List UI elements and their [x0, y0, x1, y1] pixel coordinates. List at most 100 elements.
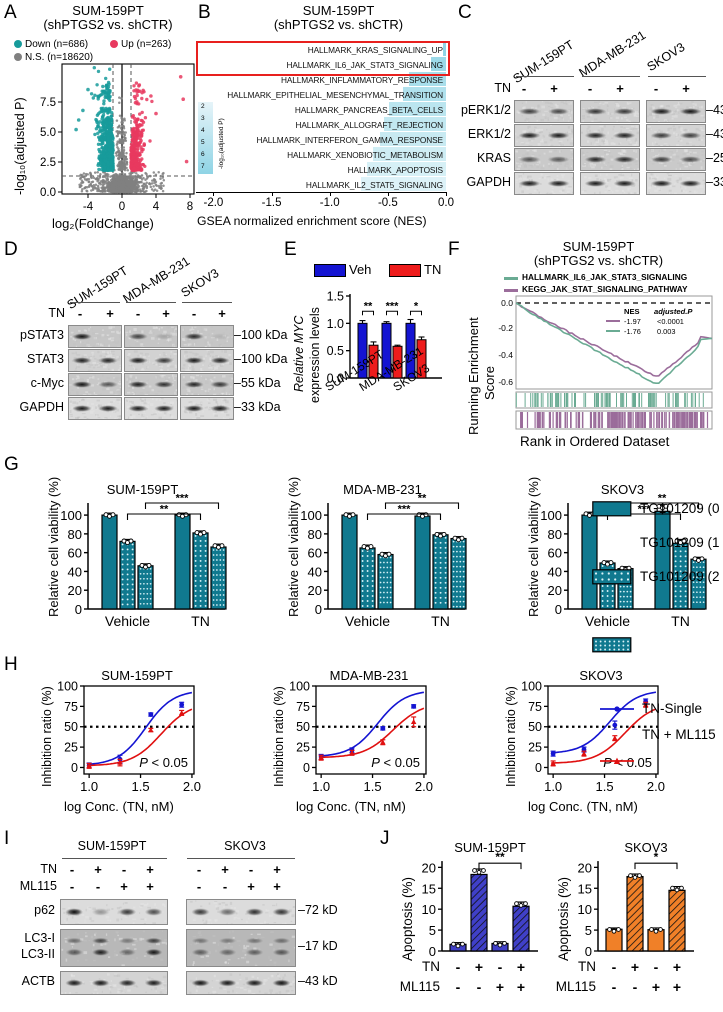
panel-d-cellline-label: SKOV3: [178, 266, 222, 300]
panel-c-tn-label: TN: [494, 81, 511, 95]
panel-d-cellline-label: SUM-159PT: [64, 263, 131, 312]
panel-f-title: SUM-159PT (shPTGS2 vs. shCTR): [486, 240, 711, 267]
panel-j-chart-title: SUM-159PT: [454, 840, 526, 855]
svg-text:0.0: 0.0: [40, 187, 56, 199]
blot-band-image: [580, 124, 640, 147]
blot-band-image: [180, 397, 234, 420]
gsea-xtick-label: -0.5: [377, 197, 398, 209]
panel-h-chart: MDA-MB-231 0 25 50 75 100 1.0 1.5 2.0 P < 0.05 Inh…: [272, 669, 446, 815]
svg-text:7.5: 7.5: [40, 97, 56, 109]
svg-text:0: 0: [119, 201, 125, 213]
svg-text:5.0: 5.0: [40, 127, 56, 139]
blot-protein-label: ERK1/2: [467, 126, 511, 141]
blot-band-image: [68, 397, 122, 420]
blot-protein-label: GAPDH: [19, 399, 64, 414]
legend-label-ns: N.S. (n=18620): [25, 52, 94, 63]
gsea-bar-label: HALLMARK_PANCREAS_BETA_CELLS: [294, 104, 443, 115]
panel-i-ml115-sign: +: [273, 879, 281, 894]
gsea-bar-label: HALLMARK_ALLOGRAFT_REJECTION: [295, 119, 443, 130]
blot-band-image: [124, 397, 178, 420]
gsea-xtick: [387, 192, 389, 196]
gsea-highlight-box: [196, 41, 450, 76]
panel-c: C SUM-159PT MDA-MB-231 SKOV3 TN - + - + - + pER…: [456, 0, 723, 238]
gsea-bar: [402, 87, 446, 102]
panel-h-xlabel: log Conc. (TN, nM): [296, 799, 406, 814]
blot-protein-label: KRAS: [476, 150, 511, 165]
panel-d-group-line-1: [70, 302, 120, 303]
panel-c-cellline-label: SKOV3: [644, 40, 688, 74]
panel-i-tn-sign: +: [146, 862, 154, 877]
panel-b-xaxis: [196, 192, 446, 194]
blot-band-image: [68, 349, 122, 372]
gsea-bar: [384, 117, 446, 132]
panel-j-ml115-sign: -: [455, 979, 461, 995]
panel-f-title-line2: (shPTGS2 vs. shCTR): [533, 252, 664, 268]
panel-j-ml115-label: ML115: [555, 979, 596, 994]
panel-j-label: J: [380, 828, 390, 849]
blot-mw-label: –100 kDa: [234, 327, 288, 342]
panel-j-tn-sign: +: [516, 959, 526, 975]
panel-d-lane-sign: -: [191, 306, 197, 321]
panel-g-chart-title: MDA-MB-231: [343, 482, 422, 497]
panel-j-chart: SKOV3 0 5 10 15 20 * Apoptosis (%) TN ML115- - + - - +…: [556, 841, 708, 1003]
gsea-xtick-label: -2.0: [203, 197, 224, 209]
blot-mw-label: –33 kDa: [234, 399, 281, 414]
blot-protein-label: ACTB: [21, 974, 55, 988]
panel-h-xlabel: log Conc. (TN, nM): [64, 799, 174, 814]
panel-i-ml115-sign: -: [196, 879, 202, 894]
gsea-bar: [442, 42, 446, 57]
legend-label-up: Up (n=263): [121, 39, 172, 50]
panel-b-label: B: [198, 2, 211, 23]
panel-d-tn-label: TN: [48, 306, 65, 320]
gsea-bar: [389, 102, 446, 117]
gsea-xtick: [213, 192, 215, 196]
legend-swatch-veh: [314, 264, 346, 277]
panel-j-tn-sign: +: [630, 959, 640, 975]
panel-i-tn-sign: +: [221, 862, 229, 877]
panel-c-cellline-label: MDA-MB-231: [576, 28, 649, 80]
blot-band-image: [514, 172, 574, 195]
panel-c-lane-sign: +: [682, 81, 690, 96]
panel-j-ml115-label: ML115: [399, 979, 440, 994]
panel-j-tn-label: TN: [578, 959, 596, 974]
panel-i-ml115-sign: -: [69, 879, 75, 894]
panel-c-lane-sign: +: [616, 81, 624, 96]
panel-h-ylabel: Inhibition ratio (%): [40, 686, 54, 787]
panel-d-cellline-label: MDA-MB-231: [120, 254, 193, 306]
panel-g-legend-label: TG101209 (2 µM): [640, 569, 723, 584]
gsea-legend-tick: 3: [201, 115, 205, 122]
panel-a-title-line2: (shPTGS2 vs. shCTR): [43, 16, 173, 32]
panel-i-ml115-sign: -: [222, 879, 228, 894]
panel-i: I SUM-159PT SKOV3 TN ML115 - + - + - + - + - - + + -…: [0, 827, 378, 1012]
panel-c-group-line-3: [648, 76, 706, 77]
legend-label-kegg: KEGG_JAK_STAT_SIGNALING_PATHWAY: [522, 284, 688, 294]
panel-g-legend-label: TG101209 (1 µM): [640, 535, 723, 550]
panel-d-lane-sign: +: [162, 306, 170, 321]
gsea-xtick: [446, 192, 447, 196]
blot-band-image: [186, 971, 296, 995]
panel-i-cellline-1: SUM-159PT: [77, 839, 147, 853]
panel-j-tn-sign: -: [497, 959, 503, 975]
blot-band-image: [186, 899, 296, 925]
legend-swatch-tn: [389, 264, 421, 277]
panel-j-ml115-sign: -: [476, 979, 482, 995]
gsea-bar-label: HALLMARK_INTERFERON_GAMMA_RESPONSE: [256, 134, 443, 145]
panel-i-ml115-label: ML115: [19, 879, 57, 893]
panel-d-lane-sign: -: [77, 306, 83, 321]
blot-band-image: [580, 172, 640, 195]
panel-i-ml115-sign: +: [120, 879, 128, 894]
panel-d-label: D: [4, 239, 18, 260]
panel-h-ylabel: Inhibition ratio (%): [504, 686, 518, 787]
gsea-bar-label: HALLMARK_IL6_JAK_STAT3_SIGNALING: [286, 59, 443, 70]
blot-mw-label: –100 kDa: [234, 351, 288, 366]
panel-i-label: I: [4, 828, 10, 849]
panel-i-tn-sign: -: [69, 862, 75, 877]
blot-band-image: [646, 124, 706, 147]
blot-band-image: [124, 325, 178, 348]
gsea-bar-label: HALLMARK_XENOBIOTIC_METABOLISM: [287, 149, 443, 160]
blot-mw-label: –17 kD: [298, 939, 338, 953]
panel-c-label: C: [458, 2, 472, 23]
panel-e: E Veh TN Relative MYC expression levels …: [284, 240, 446, 455]
blot-band-image: [646, 148, 706, 171]
panel-j-ml115-sign: -: [611, 979, 617, 995]
